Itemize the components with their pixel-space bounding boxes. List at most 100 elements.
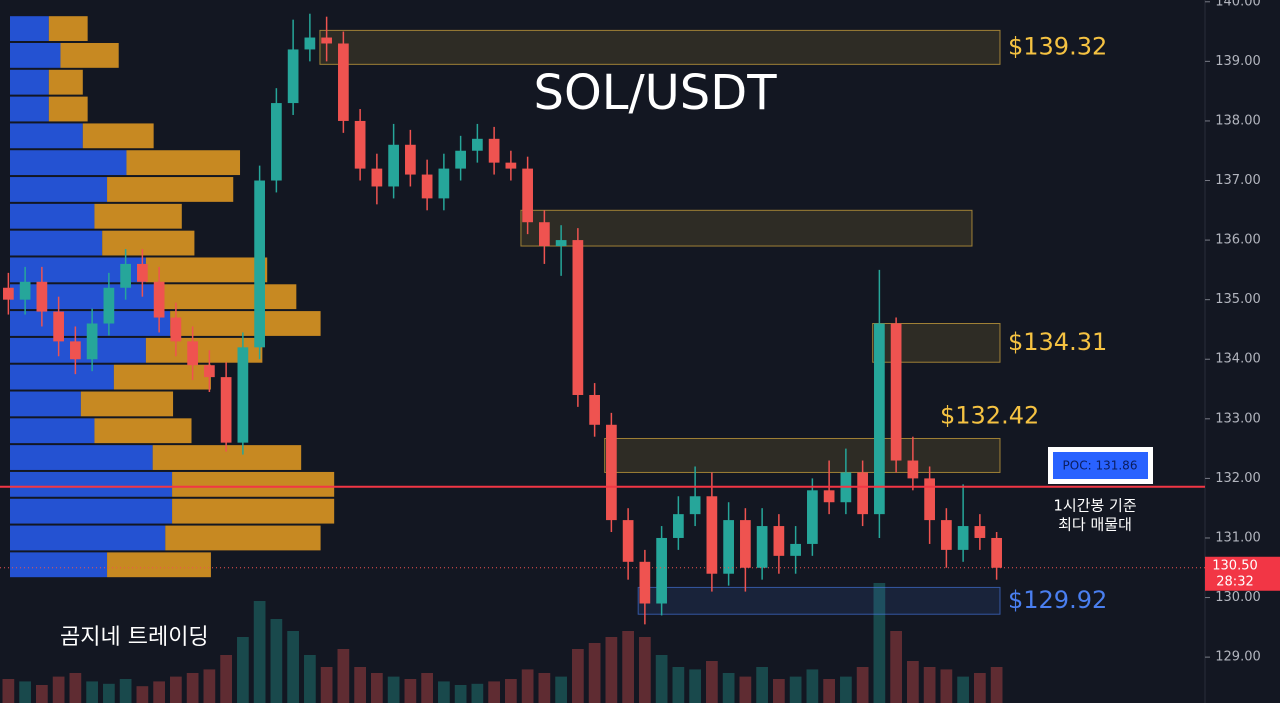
candle-body <box>321 37 332 44</box>
candle-body <box>924 478 935 521</box>
volume-bar <box>923 667 936 703</box>
volume-bar <box>304 655 316 703</box>
candle-body <box>388 144 399 187</box>
volume-bar <box>421 673 433 703</box>
profile-sell <box>82 123 154 149</box>
profile-sell <box>48 69 83 95</box>
price-zone <box>520 209 973 247</box>
volume-bar <box>320 667 333 703</box>
volume-bar <box>354 667 366 703</box>
candle-body <box>689 496 701 515</box>
volume-bar <box>387 676 400 703</box>
profile-sell <box>170 311 321 336</box>
candle-body <box>773 526 785 556</box>
candle-body <box>941 520 952 550</box>
zone-label: $139.32 <box>1008 32 1107 60</box>
candle-body <box>254 180 265 348</box>
volume-bar <box>907 661 919 703</box>
profile-sell <box>172 498 335 524</box>
candle-body <box>890 323 902 461</box>
candle-body <box>957 526 969 550</box>
candle-body <box>153 281 165 318</box>
candle-body <box>706 496 718 574</box>
y-tick-label: 131.00 <box>1215 530 1261 545</box>
volume-bar <box>521 669 534 703</box>
profile-buy <box>10 43 61 68</box>
candle-body <box>472 138 483 151</box>
volume-bar <box>739 676 752 703</box>
profile-sell <box>94 418 192 444</box>
volume-bar <box>538 673 551 703</box>
volume-bar <box>672 667 685 703</box>
volume-bar <box>856 667 869 703</box>
candle-body <box>3 287 14 300</box>
volume-bar <box>957 676 969 703</box>
profile-buy <box>10 525 166 551</box>
y-tick-label: 138.00 <box>1215 113 1261 128</box>
candle-body <box>974 526 986 538</box>
y-tick-label: 132.00 <box>1215 471 1261 486</box>
price-zone <box>637 586 1001 615</box>
candle-body <box>170 317 182 342</box>
last-price-timer: 28:32 <box>1216 574 1253 589</box>
candle-body <box>354 120 366 169</box>
profile-sell <box>48 16 88 42</box>
volume-bar <box>488 681 500 703</box>
volume-bar <box>203 669 216 703</box>
profile-buy <box>10 69 49 95</box>
volume-bar <box>572 649 584 703</box>
y-tick-label: 139.00 <box>1215 54 1261 69</box>
profile-buy <box>10 418 95 444</box>
volume-bar <box>974 673 986 703</box>
volume-bar <box>136 686 149 703</box>
volume-bar <box>588 643 601 703</box>
profile-sell <box>48 96 88 122</box>
volume-bar <box>69 673 82 703</box>
y-tick-label: 136.00 <box>1215 233 1261 248</box>
candle-body <box>70 341 81 360</box>
profile-buy <box>10 177 108 202</box>
candle-body <box>36 281 48 312</box>
volume-bar <box>806 669 819 703</box>
volume-bar <box>756 667 768 703</box>
candle-body <box>589 394 600 425</box>
last-price-label: 130.50 <box>1212 558 1258 573</box>
profile-sell <box>107 177 234 202</box>
profile-sell <box>152 445 302 470</box>
volume-bar <box>622 631 634 703</box>
volume-bar <box>840 676 852 703</box>
profile-buy <box>10 230 103 256</box>
zone-label: $134.31 <box>1008 328 1107 356</box>
volume-bar <box>706 661 718 703</box>
candle-body <box>505 162 517 169</box>
profile-buy <box>10 552 108 578</box>
candle-body <box>455 150 466 169</box>
poc-note: 1시간봉 기준 <box>1053 497 1137 515</box>
volume-bar <box>773 679 785 703</box>
profile-sell <box>145 257 268 283</box>
volume-bar <box>287 631 299 703</box>
volume-bar <box>371 673 383 703</box>
volume-bar <box>170 676 182 703</box>
candle-body <box>874 323 885 515</box>
volume-bar <box>237 637 249 703</box>
poc-note: 최다 매물대 <box>1058 516 1132 534</box>
candle-body <box>405 144 416 175</box>
profile-sell <box>94 203 182 229</box>
zone-label: $132.42 <box>940 401 1039 429</box>
volume-bar <box>789 676 802 703</box>
volume-bar <box>2 679 15 703</box>
volume-bar <box>873 583 886 703</box>
last-price-tag <box>1205 556 1280 591</box>
profile-sell <box>80 391 174 417</box>
candle-body <box>53 311 64 342</box>
volume-bar <box>639 637 651 703</box>
candle-body <box>790 543 801 556</box>
profile-buy <box>10 16 49 42</box>
candle-body <box>807 490 818 544</box>
volume-bar <box>86 681 98 703</box>
candle-body <box>137 263 148 282</box>
volume-bar <box>555 676 567 703</box>
volume-bar <box>689 669 701 703</box>
profile-buy <box>10 203 95 229</box>
